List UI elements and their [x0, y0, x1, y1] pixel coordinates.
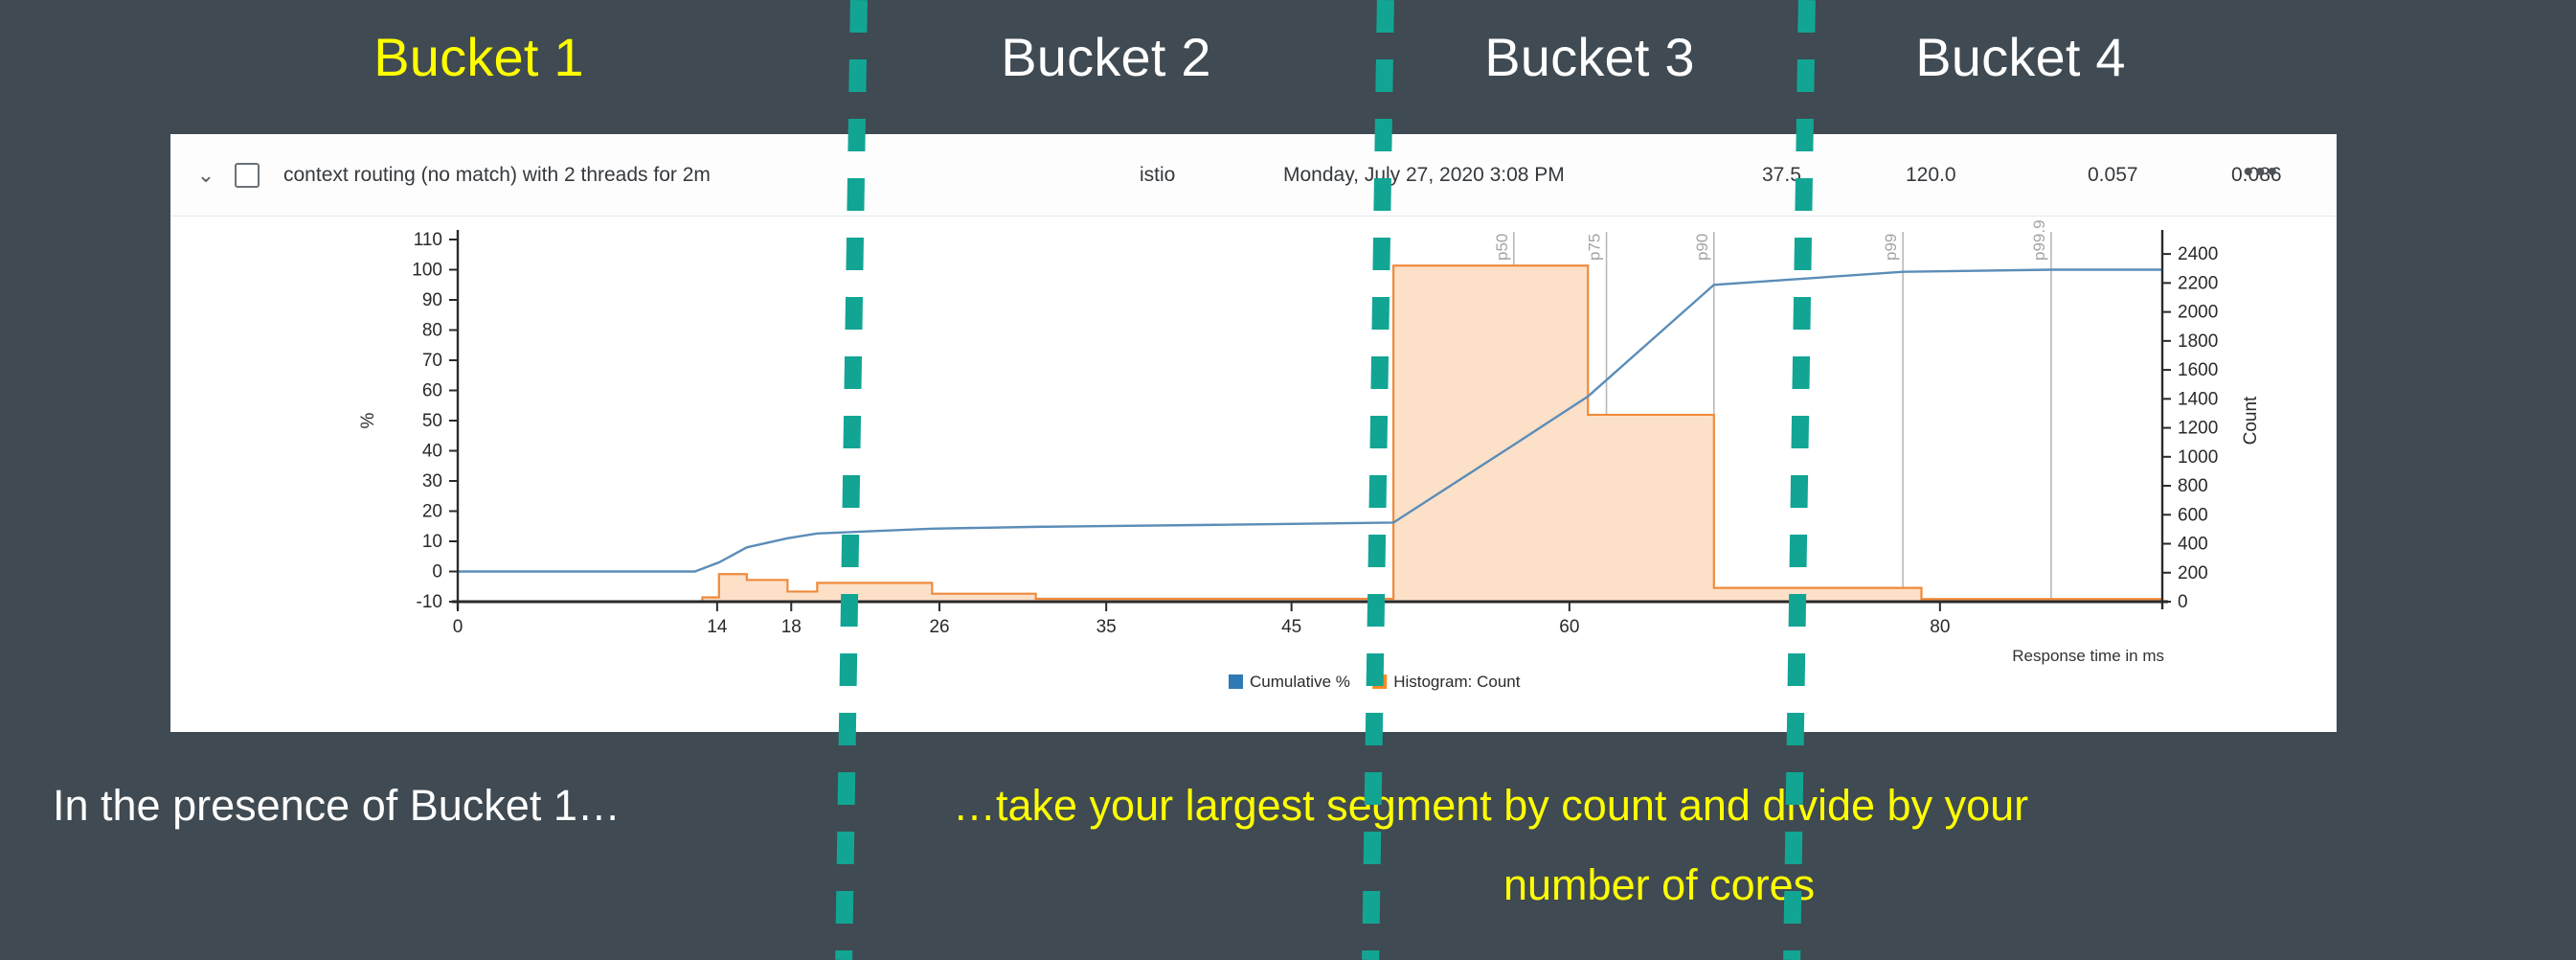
- histogram-area: [701, 264, 2164, 604]
- row-title: context routing (no match) with 2 thread…: [283, 164, 711, 186]
- y-tick-label-left: 10: [422, 532, 442, 552]
- y-tick-label-right: 400: [2178, 535, 2208, 555]
- y-tick-label-left: 60: [422, 381, 442, 401]
- y-tick-label-right: 2200: [2178, 273, 2218, 293]
- histogram-svg: p50 p75 p90 p99 p99.9 -10 0 10 20 30 40 50 60 70 80 90 1…: [358, 219, 2261, 691]
- caption-right-line1: …take your largest segment by count and …: [953, 781, 2029, 830]
- bucket-label-3: Bucket 3: [1484, 27, 1695, 87]
- x-tick-label: 0: [453, 617, 463, 637]
- row-value-2: 120.0: [1906, 164, 1956, 186]
- bucket-label-4: Bucket 4: [1915, 27, 2126, 87]
- row-value-3: 0.057: [2088, 164, 2138, 186]
- x-tick-label: 18: [781, 617, 802, 637]
- y-tick-label-right: 600: [2178, 505, 2208, 525]
- y-tick-label-right: 2400: [2178, 244, 2218, 264]
- y-tick-label-left: 40: [422, 442, 442, 462]
- bucket-label-1: Bucket 1: [373, 27, 584, 87]
- bucket-label-band: Bucket 1 Bucket 2 Bucket 3 Bucket 4: [0, 0, 2576, 115]
- x-tick-label: 60: [1559, 617, 1579, 637]
- caption-left: In the presence of Bucket 1…: [53, 781, 621, 830]
- percentile-label-p90: p90: [1693, 234, 1711, 261]
- cumulative-line: [458, 268, 2162, 573]
- x-axis-title: Response time in ms: [2012, 647, 2164, 665]
- y-tick-label-right: 1000: [2178, 447, 2218, 468]
- histogram-plot: p50 p75 p90 p99 p99.9 -10 0 10 20 30 40 50 60 70 80 90 1…: [170, 217, 2337, 732]
- caption-right-line2: number of cores: [1503, 860, 1816, 909]
- row-source: istio: [1140, 164, 1176, 186]
- y-tick-label-left: 20: [422, 502, 442, 522]
- legend-label-1: Histogram: Count: [1393, 673, 1521, 691]
- x-tick-label: 26: [929, 617, 949, 637]
- y-tick-label-left: 70: [422, 351, 442, 371]
- y-tick-label-left: 110: [414, 230, 442, 250]
- y-tick-label-left: 90: [422, 290, 442, 310]
- x-tick-label: 45: [1281, 617, 1301, 637]
- y-tick-label-left: 100: [412, 261, 442, 281]
- y-tick-label-right: 800: [2178, 476, 2208, 496]
- row-value-4: 0.086: [2231, 164, 2282, 186]
- y-tick-label-right: 200: [2178, 563, 2208, 583]
- percentile-label-p99.9: p99.9: [2030, 219, 2048, 261]
- legend-label-0: Cumulative %: [1250, 673, 1350, 691]
- result-row-header[interactable]: ⌄ context routing (no match) with 2 thre…: [170, 134, 2337, 217]
- y-tick-label-left: 0: [432, 562, 442, 583]
- y-tick-label-right: 0: [2178, 592, 2188, 612]
- x-tick-label: 14: [707, 617, 728, 637]
- row-value-1: 37.5: [1762, 164, 1801, 186]
- y-tick-label-left: 50: [422, 411, 442, 431]
- row-timestamp: Monday, July 27, 2020 3:08 PM: [1283, 164, 1565, 186]
- legend-swatch-0: [1229, 674, 1243, 689]
- y-tick-label-right: 1200: [2178, 419, 2218, 439]
- y-axis-title-left: %: [358, 412, 378, 428]
- percentile-label-p50: p50: [1493, 234, 1511, 261]
- percentile-label-p99: p99: [1882, 234, 1900, 261]
- row-checkbox[interactable]: [235, 163, 260, 188]
- y-tick-label-left: 30: [422, 471, 442, 491]
- expand-chevron-icon[interactable]: ⌄: [196, 163, 215, 187]
- y-tick-label-right: 1800: [2178, 331, 2218, 352]
- y-tick-label-left: 80: [422, 321, 442, 341]
- y-tick-label-right: 1600: [2178, 360, 2218, 380]
- percentile-label-p75: p75: [1586, 234, 1604, 261]
- x-tick-label: 80: [1930, 617, 1950, 637]
- x-tick-label: 35: [1096, 617, 1117, 637]
- bucket-label-2: Bucket 2: [1001, 27, 1211, 87]
- y-tick-label-right: 2000: [2178, 303, 2218, 323]
- histogram-result-card: ⌄ context routing (no match) with 2 thre…: [170, 134, 2337, 732]
- y-axis-title-right: Count: [2241, 396, 2261, 445]
- y-tick-label-left: -10: [417, 592, 442, 612]
- row-overflow-menu-icon[interactable]: •••: [2243, 156, 2279, 188]
- y-tick-label-right: 1400: [2178, 389, 2218, 409]
